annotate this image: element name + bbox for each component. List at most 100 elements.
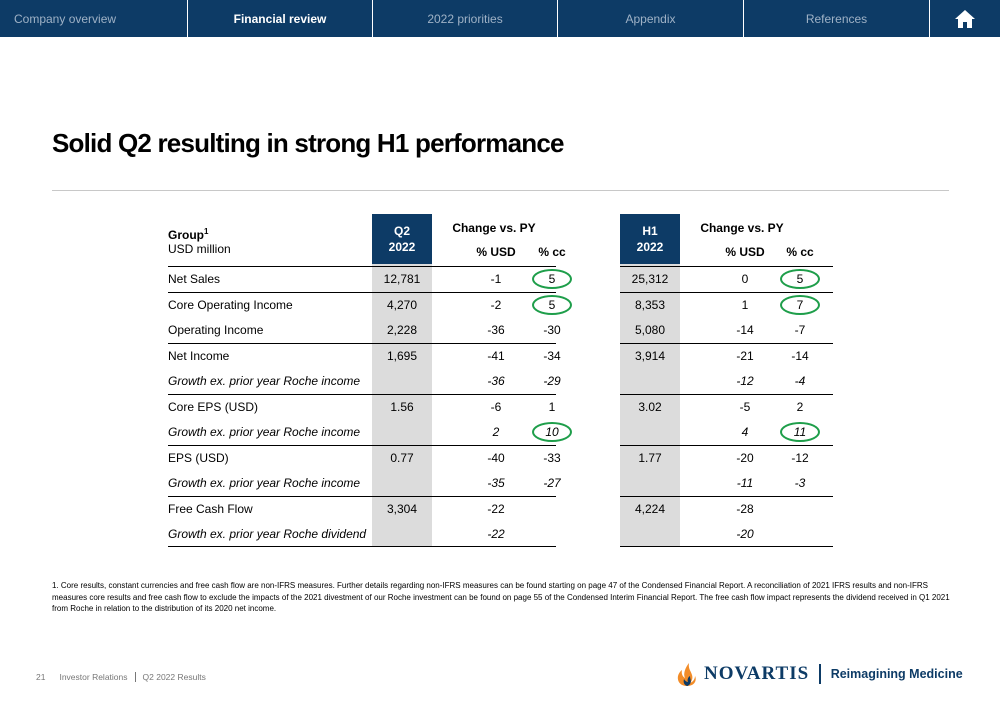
row-label: Growth ex. prior year Roche income [168, 425, 361, 439]
cell-h1-cc: -7 [794, 323, 806, 337]
table-bottom-border [168, 545, 556, 547]
q2-usd-header: % USD [476, 245, 516, 259]
novartis-flame-icon [677, 663, 696, 686]
cell-h1-usd: 4 [741, 425, 749, 439]
h1-column-shade [620, 214, 680, 546]
cell-h1: 25,312 [631, 272, 669, 286]
cell-h1: 1.77 [638, 450, 662, 465]
highlight-circle [532, 294, 572, 315]
h1-header-line2: 2022 [636, 240, 664, 254]
cell-q2-cc: -30 [543, 323, 561, 337]
cell-q2-usd: -22 [487, 501, 505, 516]
row-separator [168, 393, 556, 395]
row-label: EPS (USD) [168, 450, 229, 465]
cell-h1-usd: -5 [739, 399, 751, 414]
cell-q2: 0.77 [390, 450, 414, 465]
q2-header-line1: Q2 [393, 224, 410, 238]
tab-references[interactable]: References [744, 0, 930, 37]
footer-document: Q2 2022 Results [142, 672, 206, 682]
brand-tagline: Reimagining Medicine [830, 667, 963, 681]
title-divider [52, 190, 949, 191]
cell-h1: 3.02 [638, 399, 662, 414]
cell-h1-usd: -20 [736, 527, 754, 541]
home-button[interactable] [930, 0, 1000, 37]
row-separator [168, 342, 556, 344]
cell-q2: 4,270 [386, 297, 418, 312]
row-separator [168, 266, 556, 267]
cell-q2: 2,228 [386, 323, 418, 337]
row-separator [620, 444, 833, 446]
row-separator [620, 495, 833, 497]
cell-q2-usd: -41 [487, 348, 505, 363]
home-icon [955, 9, 975, 28]
cell-h1: 5,080 [634, 323, 666, 337]
row-label: Core Operating Income [168, 297, 293, 312]
row-separator [620, 291, 833, 293]
row-separator [620, 266, 833, 267]
row-separator [168, 291, 556, 293]
h1-usd-header: % USD [725, 245, 765, 259]
cell-q2-cc: -27 [543, 476, 561, 490]
tab-company-overview[interactable]: Company overview [0, 0, 188, 37]
highlight-circle [780, 294, 820, 315]
cell-q2-usd: -40 [487, 450, 505, 465]
cell-h1: 8,353 [634, 297, 666, 312]
tab-2022-priorities[interactable]: 2022 priorities [373, 0, 558, 37]
row-separator [620, 342, 833, 344]
cell-q2: 3,304 [386, 501, 418, 516]
financial-table: Q2 2022 H1 2022 Group1 USD million Chang… [168, 214, 833, 547]
cell-h1-usd: -14 [736, 323, 754, 337]
cell-q2: 1,695 [386, 348, 418, 363]
row-label: Growth ex. prior year Roche income [168, 476, 361, 490]
novartis-brand: NOVARTIS Reimagining Medicine [676, 659, 963, 689]
row-separator [620, 393, 833, 395]
cell-h1-cc: -12 [791, 450, 809, 465]
group-label: Group1 [168, 227, 209, 242]
cell-h1-cc: -14 [791, 348, 809, 363]
unit-label: USD million [168, 242, 231, 256]
cell-q2-cc: -29 [543, 374, 561, 388]
cell-q2-usd: 2 [492, 425, 500, 439]
cell-h1-cc: -4 [794, 374, 806, 388]
brand-divider [819, 664, 821, 684]
cell-q2-cc: -34 [543, 348, 561, 363]
h1-cc-header: % cc [786, 245, 814, 259]
top-navigation: Company overview Financial review 2022 p… [0, 0, 1000, 37]
tab-appendix[interactable]: Appendix [558, 0, 744, 37]
cell-h1-usd: -11 [736, 476, 754, 490]
cell-h1-usd: -21 [736, 348, 754, 363]
q2-change-header: Change vs. PY [452, 221, 536, 235]
footer-separator [134, 672, 136, 682]
row-label: Net Sales [168, 272, 221, 286]
highlight-circle [780, 269, 820, 289]
page-number: 21 [36, 672, 46, 682]
q2-cc-header: % cc [538, 245, 566, 259]
footnote-marker: 1 [204, 227, 209, 236]
cell-q2-usd: -35 [487, 476, 505, 490]
row-label: Operating Income [168, 323, 264, 337]
footnote: 1. Core results, constant currencies and… [52, 581, 950, 613]
row-label: Growth ex. prior year Roche dividend [168, 527, 367, 541]
q2-column-shade [372, 214, 432, 546]
cell-h1-cc: 2 [796, 399, 804, 414]
cell-h1-usd: 0 [741, 272, 749, 286]
cell-q2-usd: -36 [487, 374, 505, 388]
cell-h1-usd: 1 [741, 297, 749, 312]
row-label: Growth ex. prior year Roche income [168, 374, 361, 388]
cell-q2-usd: -2 [490, 297, 502, 312]
cell-q2-usd: -1 [490, 272, 502, 286]
cell-h1-usd: -28 [736, 501, 754, 516]
row-separator [168, 444, 556, 446]
q2-header: Q2 2022 [372, 214, 432, 264]
row-separator [168, 495, 556, 497]
h1-header-line1: H1 [642, 224, 658, 238]
tab-financial-review[interactable]: Financial review [188, 0, 373, 37]
cell-q2-usd: -36 [487, 323, 505, 337]
q2-header-line2: 2022 [388, 240, 416, 254]
novartis-wordmark: NOVARTIS [704, 663, 810, 684]
highlight-circle [780, 422, 820, 442]
cell-h1-usd: -20 [736, 450, 754, 465]
highlight-circle [532, 422, 572, 442]
cell-h1: 3,914 [634, 348, 666, 363]
h1-header: H1 2022 [620, 214, 680, 264]
